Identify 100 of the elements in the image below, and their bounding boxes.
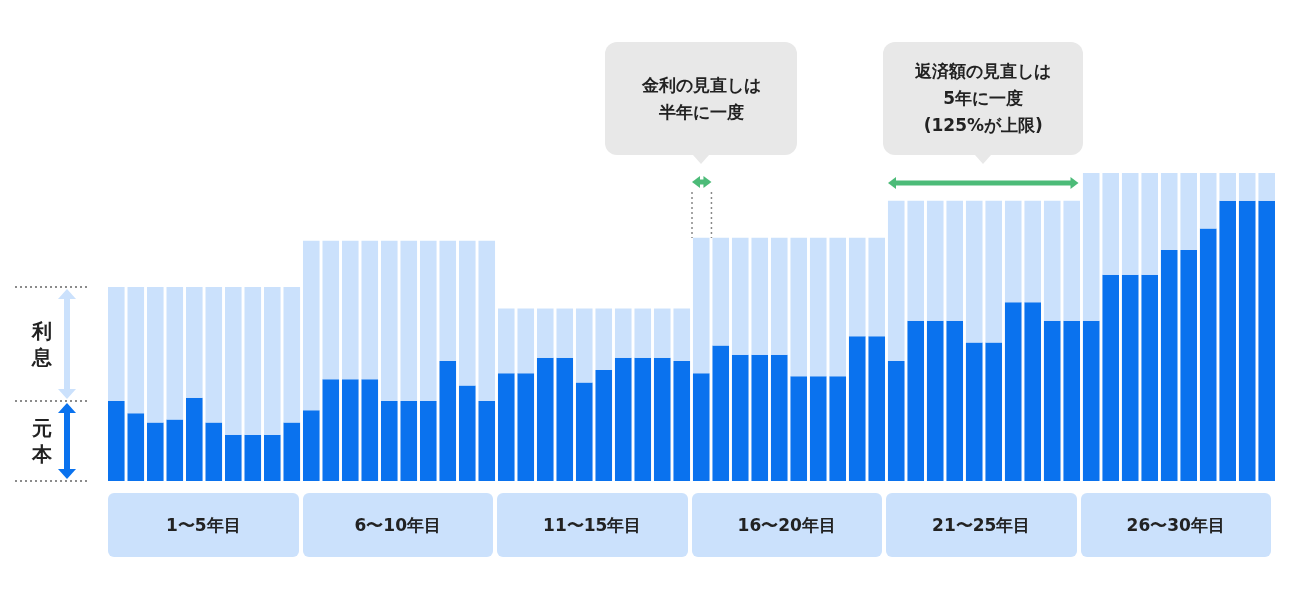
bar — [770, 237, 788, 355]
bar — [653, 357, 671, 481]
bar — [1199, 228, 1217, 481]
bar — [965, 342, 983, 481]
bar — [283, 286, 301, 423]
bar — [634, 357, 652, 481]
bar — [497, 308, 515, 374]
bar — [848, 237, 866, 337]
bar — [224, 434, 242, 481]
bar — [731, 237, 749, 355]
bar — [1238, 200, 1256, 481]
bar — [673, 308, 691, 361]
bar — [361, 240, 379, 380]
bar — [868, 336, 886, 481]
bar — [1102, 274, 1120, 481]
bar — [1004, 200, 1022, 303]
bar — [1004, 302, 1022, 481]
bar — [595, 370, 613, 481]
bar — [147, 422, 164, 481]
bar — [1043, 320, 1061, 481]
text: 11〜15年目 — [497, 493, 688, 557]
bar — [458, 240, 476, 386]
bar — [400, 400, 418, 481]
bar — [907, 320, 925, 481]
bar — [1043, 200, 1061, 321]
bar — [166, 419, 184, 481]
bar — [147, 286, 164, 423]
bar — [322, 240, 340, 380]
bar — [595, 308, 613, 371]
bar — [926, 200, 944, 321]
bar — [380, 400, 398, 481]
bar — [439, 240, 457, 361]
bar — [653, 308, 671, 358]
bar — [224, 286, 242, 435]
bar — [1063, 200, 1081, 321]
bar — [400, 240, 418, 401]
text: 5年に一度 — [942, 87, 1025, 110]
bar — [1102, 173, 1120, 275]
bar — [575, 308, 593, 383]
text: 16〜20年目 — [691, 493, 882, 557]
bar — [244, 286, 262, 435]
bar — [575, 382, 593, 481]
bar — [205, 286, 223, 423]
bar — [302, 410, 320, 481]
bar — [887, 200, 905, 361]
bar — [946, 320, 964, 481]
bar — [419, 400, 437, 481]
text: (125%が上限) — [922, 114, 1044, 137]
bar — [1063, 320, 1081, 481]
bar — [478, 400, 496, 481]
bar — [1121, 173, 1139, 275]
bar — [692, 373, 710, 481]
bar — [1141, 173, 1159, 275]
bar — [848, 336, 866, 481]
bar — [731, 354, 749, 481]
bar — [517, 308, 535, 374]
text: 半年に一度 — [657, 100, 745, 124]
bar — [1180, 250, 1198, 481]
bar — [1199, 173, 1217, 229]
bar — [205, 422, 223, 481]
bar — [536, 357, 554, 481]
bar — [790, 237, 808, 377]
bar — [458, 385, 476, 481]
bar — [907, 200, 925, 321]
bar — [283, 422, 301, 481]
bar — [1024, 200, 1042, 303]
bar — [614, 308, 632, 358]
bar — [497, 373, 515, 481]
bar — [1258, 200, 1275, 481]
bar — [1258, 173, 1275, 201]
bar — [1082, 173, 1100, 321]
text: 返済額の見直しは — [915, 60, 1052, 83]
text: 6〜10年目 — [302, 493, 493, 557]
bar — [790, 376, 808, 481]
bar — [341, 240, 359, 380]
text: 金利の見直しは — [641, 73, 761, 97]
bar — [166, 286, 184, 420]
bar — [634, 308, 652, 358]
bar — [809, 237, 827, 377]
bar — [751, 237, 769, 355]
text: 21〜25年目 — [886, 493, 1077, 557]
bar — [712, 345, 730, 481]
bar — [829, 376, 847, 481]
bar — [868, 237, 886, 337]
bar — [614, 357, 632, 481]
bar — [556, 357, 574, 481]
bar — [770, 354, 788, 481]
text: 26〜30年目 — [1080, 493, 1271, 557]
bar — [263, 286, 281, 435]
bar — [478, 240, 496, 401]
bar — [1160, 173, 1178, 250]
bar — [108, 400, 125, 481]
bar — [244, 434, 262, 481]
bar — [185, 397, 203, 481]
bar — [985, 342, 1003, 481]
bar — [185, 286, 203, 398]
bar — [1219, 173, 1236, 201]
bar — [1121, 274, 1139, 481]
text: 1〜5年目 — [108, 493, 299, 557]
bar — [926, 320, 944, 481]
